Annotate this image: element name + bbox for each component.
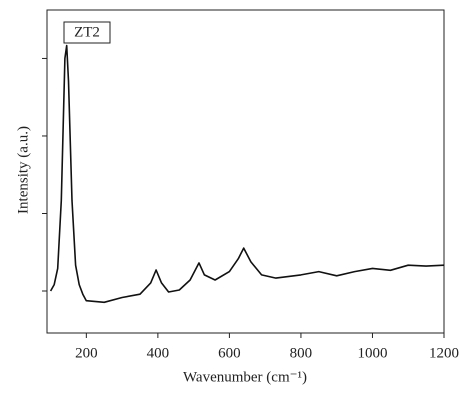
plot-frame: [46, 9, 445, 334]
x-tick-label: 600: [218, 345, 241, 361]
annotation: ZT2: [74, 24, 100, 40]
x-tick-label: 400: [147, 345, 170, 361]
spectrum-line: [49, 44, 445, 304]
x-tick-label: 1200: [429, 345, 459, 361]
x-tick-label: 200: [75, 345, 98, 361]
annotation-box: [63, 21, 111, 44]
x-tick-label: 1000: [357, 345, 387, 361]
x-tick-label: 800: [290, 345, 313, 361]
y-axis-label: Intensity (a.u.): [15, 126, 31, 214]
x-axis-label: Wavenumber (cm⁻¹): [183, 369, 307, 385]
